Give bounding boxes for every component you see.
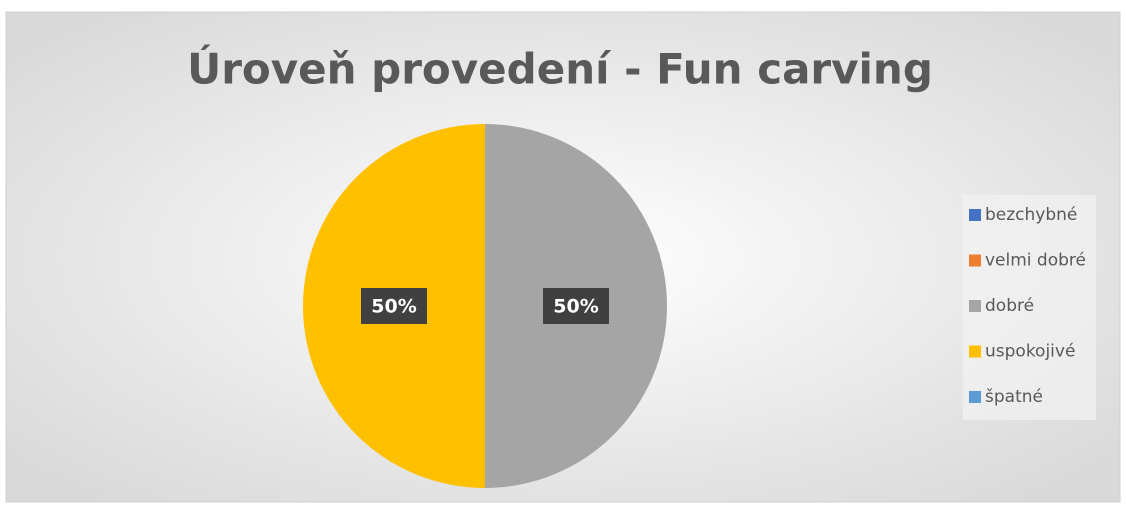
data-label: 50% [371, 296, 416, 318]
legend-label: bezchybné [985, 205, 1077, 225]
data-label-box [543, 288, 609, 324]
legend-swatch [969, 300, 981, 312]
legend-label: velmi dobré [985, 251, 1086, 271]
legend-swatch [969, 209, 981, 221]
legend-swatch [969, 254, 981, 267]
legend-label: dobré [985, 296, 1034, 316]
data-label: 50% [553, 296, 598, 318]
chart-title: Úroveň provedení - Fun carving [187, 44, 933, 94]
legend-label: uspokojivé [985, 342, 1075, 362]
legend-swatch [969, 345, 981, 358]
legend-label: špatné [985, 387, 1043, 407]
legend-box [963, 195, 1096, 420]
data-label-box [361, 288, 427, 324]
legend-swatch [969, 391, 981, 403]
